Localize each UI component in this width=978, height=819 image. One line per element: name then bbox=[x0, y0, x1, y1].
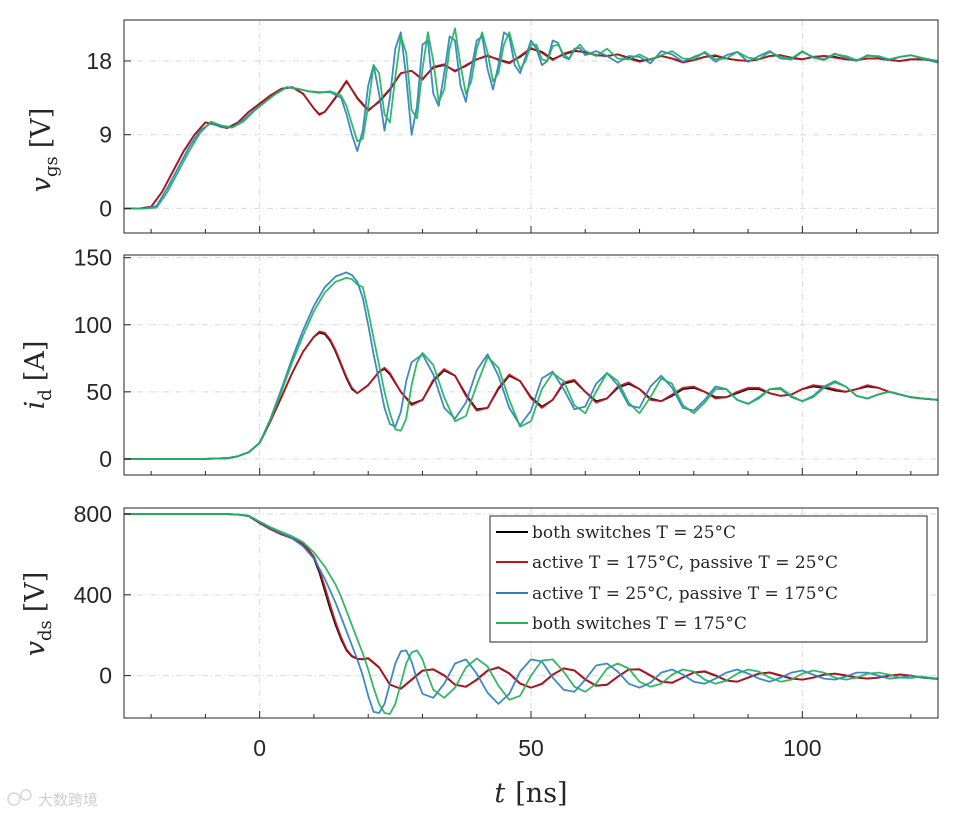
watermark: 大数跨境 bbox=[7, 789, 98, 809]
series-line-3 bbox=[124, 513, 938, 715]
series-line-2 bbox=[124, 271, 938, 460]
series-group bbox=[124, 27, 938, 210]
legend-entry-3: both switches T = 175°C bbox=[532, 614, 747, 634]
y-tick-label: 18 bbox=[86, 48, 112, 74]
watermark-text: 大数跨境 bbox=[38, 791, 98, 809]
legend-entry-2: active T = 25°C, passive T = 175°C bbox=[532, 584, 838, 604]
series-group bbox=[124, 513, 938, 715]
id-axis-label: id[A] bbox=[20, 341, 56, 410]
series-line-3 bbox=[124, 27, 938, 210]
series-group bbox=[124, 271, 938, 460]
time-axis-label: t [ns] bbox=[494, 778, 567, 809]
y-tick-label: 400 bbox=[74, 582, 112, 608]
x-tick-label: 100 bbox=[783, 735, 821, 761]
grid bbox=[124, 20, 938, 233]
y-tick-label: 150 bbox=[74, 245, 112, 271]
series-line-2 bbox=[124, 513, 938, 714]
x-tick-label: 50 bbox=[518, 735, 544, 761]
y-tick-label: 0 bbox=[99, 195, 112, 221]
y-tick-label: 50 bbox=[86, 379, 112, 405]
legend-entry-0: both switches T = 25°C bbox=[532, 523, 736, 543]
watermark-logo-icon-2 bbox=[20, 789, 32, 801]
x-tick-label: 0 bbox=[253, 735, 266, 761]
vds-axis-label: vds[V] bbox=[20, 572, 56, 657]
series-line-1 bbox=[124, 513, 938, 690]
y-tick-label: 100 bbox=[74, 312, 112, 338]
y-tick-label: 0 bbox=[99, 663, 112, 689]
y-tick-label: 0 bbox=[99, 446, 112, 472]
watermark-logo-icon bbox=[7, 792, 21, 806]
legend-entry-1: active T = 175°C, passive T = 25°C bbox=[532, 553, 838, 573]
id-panel: 0 50 100 150 bbox=[74, 245, 939, 476]
series-line-1 bbox=[124, 330, 938, 460]
series-line-1 bbox=[124, 47, 938, 210]
vgs-panel: 0 9 18 bbox=[86, 19, 939, 234]
y-tick-label: 800 bbox=[74, 501, 112, 527]
vgs-axis-label: vgs[V] bbox=[26, 108, 62, 193]
grid bbox=[124, 255, 938, 475]
legend: both switches T = 25°C active T = 175°C,… bbox=[489, 515, 928, 643]
y-tick-label: 9 bbox=[99, 122, 112, 148]
series-line-3 bbox=[124, 276, 938, 460]
